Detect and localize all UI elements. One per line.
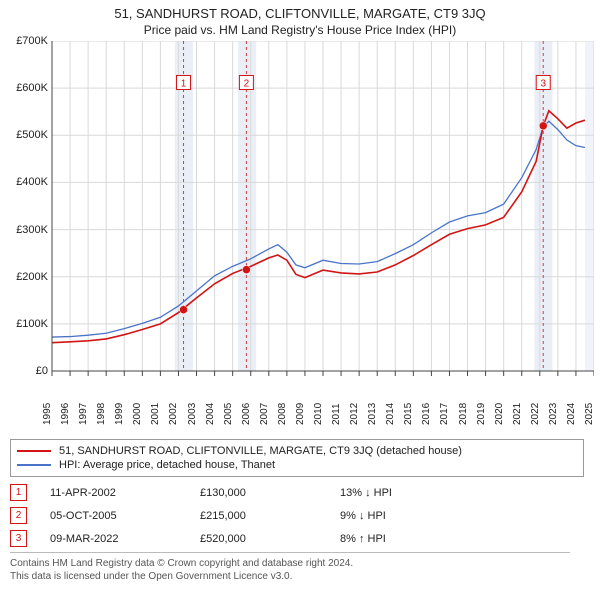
marker-row: 2 05-OCT-2005£215,0009% ↓ HPI bbox=[10, 504, 570, 527]
legend-swatch bbox=[17, 464, 51, 466]
x-tick-label: 2023 bbox=[548, 403, 559, 425]
x-tick-label: 2025 bbox=[584, 403, 595, 425]
chart-title: 51, SANDHURST ROAD, CLIFTONVILLE, MARGAT… bbox=[4, 6, 596, 21]
x-tick-label: 2018 bbox=[458, 403, 469, 425]
chart-title-block: 51, SANDHURST ROAD, CLIFTONVILLE, MARGAT… bbox=[0, 0, 600, 39]
x-tick-label: 2000 bbox=[132, 403, 143, 425]
legend-row: HPI: Average price, detached house, Than… bbox=[17, 458, 577, 472]
x-tick-label: 2001 bbox=[150, 403, 161, 425]
x-tick-label: 2020 bbox=[494, 403, 505, 425]
marker-row: 3 09-MAR-2022£520,0008% ↑ HPI bbox=[10, 527, 570, 550]
marker-price: £130,000 bbox=[200, 487, 340, 499]
x-tick-label: 2017 bbox=[439, 403, 450, 425]
legend: 51, SANDHURST ROAD, CLIFTONVILLE, MARGAT… bbox=[10, 439, 584, 477]
x-tick-label: 2015 bbox=[403, 403, 414, 425]
x-tick-label: 2010 bbox=[313, 403, 324, 425]
marker-price: £520,000 bbox=[200, 533, 340, 545]
marker-delta: 8% ↑ HPI bbox=[340, 533, 480, 545]
x-tick-label: 2012 bbox=[349, 403, 360, 425]
marker-date: 09-MAR-2022 bbox=[50, 533, 200, 545]
x-tick-label: 1997 bbox=[78, 403, 89, 425]
x-tick-label: 2019 bbox=[476, 403, 487, 425]
footer-line-1: Contains HM Land Registry data © Crown c… bbox=[10, 558, 353, 569]
chart-svg: 1 2 3 bbox=[6, 41, 594, 401]
svg-text:3: 3 bbox=[540, 78, 546, 89]
marker-badge: 2 bbox=[10, 507, 27, 524]
y-tick-label: £600K bbox=[16, 82, 48, 94]
x-tick-label: 2005 bbox=[223, 403, 234, 425]
x-tick-label: 2002 bbox=[168, 403, 179, 425]
y-tick-label: £200K bbox=[16, 271, 48, 283]
x-tick-label: 2013 bbox=[367, 403, 378, 425]
chart-subtitle: Price paid vs. HM Land Registry's House … bbox=[4, 23, 596, 37]
x-tick-label: 2016 bbox=[421, 403, 432, 425]
marker-date: 05-OCT-2005 bbox=[50, 510, 200, 522]
markers-table: 1 11-APR-2002£130,00013% ↓ HPI 2 05-OCT-200… bbox=[10, 481, 570, 550]
legend-label: 51, SANDHURST ROAD, CLIFTONVILLE, MARGAT… bbox=[59, 445, 462, 457]
footer-attribution: Contains HM Land Registry data © Crown c… bbox=[10, 552, 570, 583]
y-tick-label: £700K bbox=[16, 35, 48, 47]
marker-badge: 3 bbox=[10, 530, 27, 547]
y-tick-label: £0 bbox=[36, 365, 48, 377]
x-tick-label: 2008 bbox=[277, 403, 288, 425]
x-tick-label: 2011 bbox=[331, 403, 342, 425]
y-tick-label: £100K bbox=[16, 318, 48, 330]
x-tick-label: 2014 bbox=[385, 403, 396, 425]
y-tick-label: £400K bbox=[16, 176, 48, 188]
x-tick-label: 2007 bbox=[259, 403, 270, 425]
footer-line-2: This data is licensed under the Open Gov… bbox=[10, 571, 292, 582]
x-tick-label: 1999 bbox=[114, 403, 125, 425]
y-tick-label: £300K bbox=[16, 224, 48, 236]
marker-badge: 1 bbox=[10, 484, 27, 501]
legend-swatch bbox=[17, 450, 51, 452]
x-tick-label: 1996 bbox=[60, 403, 71, 425]
x-tick-label: 2006 bbox=[241, 403, 252, 425]
chart-area: 123 £0£100K£200K£300K£400K£500K£600K£700… bbox=[6, 41, 594, 401]
marker-row: 1 11-APR-2002£130,00013% ↓ HPI bbox=[10, 481, 570, 504]
marker-price: £215,000 bbox=[200, 510, 340, 522]
x-tick-label: 1998 bbox=[96, 403, 107, 425]
svg-text:2: 2 bbox=[244, 78, 250, 89]
marker-delta: 13% ↓ HPI bbox=[340, 487, 480, 499]
marker-delta: 9% ↓ HPI bbox=[340, 510, 480, 522]
x-tick-label: 2024 bbox=[566, 403, 577, 425]
x-tick-label: 2004 bbox=[205, 403, 216, 425]
svg-text:1: 1 bbox=[181, 78, 187, 89]
legend-row: 51, SANDHURST ROAD, CLIFTONVILLE, MARGAT… bbox=[17, 444, 577, 458]
x-tick-label: 2022 bbox=[530, 403, 541, 425]
x-axis-labels: 1995199619971998199920002001200220032004… bbox=[46, 401, 588, 435]
x-tick-label: 2003 bbox=[187, 403, 198, 425]
x-tick-label: 1995 bbox=[42, 403, 53, 425]
y-tick-label: £500K bbox=[16, 129, 48, 141]
marker-date: 11-APR-2002 bbox=[50, 487, 200, 499]
x-tick-label: 2021 bbox=[512, 403, 523, 425]
legend-label: HPI: Average price, detached house, Than… bbox=[59, 459, 275, 471]
x-tick-label: 2009 bbox=[295, 403, 306, 425]
